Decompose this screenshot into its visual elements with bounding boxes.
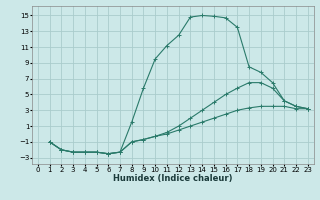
X-axis label: Humidex (Indice chaleur): Humidex (Indice chaleur)	[113, 174, 233, 183]
